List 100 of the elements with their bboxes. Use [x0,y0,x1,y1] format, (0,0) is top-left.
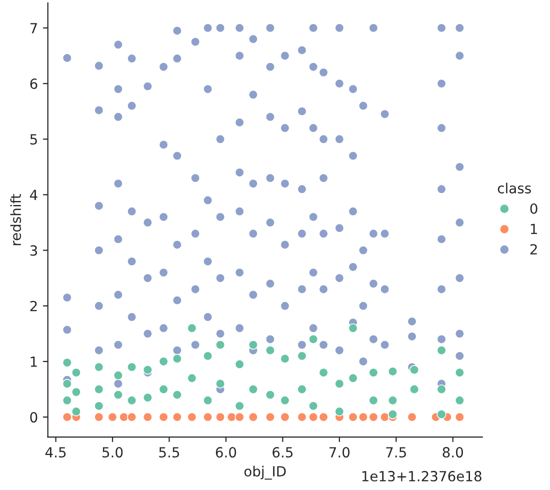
point [380,412,390,422]
point [62,412,72,422]
point [308,334,318,344]
point [388,409,398,420]
point [158,384,168,394]
y-tick-label: 2 [30,300,37,312]
point [280,354,290,364]
y-tick-label: 7 [30,23,37,34]
point [94,362,104,372]
x-tick-label: 4.5 [45,447,66,458]
point [280,412,290,422]
x-tick-label: 7.5 [386,447,406,458]
point [409,365,420,375]
point [187,373,197,383]
point [234,412,244,422]
point [308,412,318,422]
point [334,378,344,389]
point [368,396,378,406]
point [94,412,104,422]
x-tick-label: 5.0 [102,447,123,458]
point [62,396,72,406]
y-tick-label: 6 [30,78,38,90]
y-axis-title: redshift [10,194,22,246]
point [454,412,464,422]
point [234,401,244,411]
point [142,392,152,402]
point [172,354,182,364]
point [348,323,358,333]
legend-label: 1 [530,224,537,234]
point [187,412,197,422]
point [297,351,307,361]
point [187,323,197,333]
point [158,356,168,366]
point [280,396,290,406]
point [142,412,152,422]
point [226,412,236,422]
point [436,346,446,356]
point [62,378,72,389]
point [119,412,129,422]
point [172,390,182,400]
legend-label: 0 [530,203,538,214]
point [71,406,82,416]
point [203,396,213,406]
point [436,384,446,394]
text: 1e13+1.2376e18 [362,470,482,482]
point [203,412,213,422]
point [126,362,137,372]
point [94,384,104,394]
point [318,368,328,378]
point [248,340,258,350]
y-tick-label: 4 [30,190,38,200]
y-tick-label: 0 [30,412,38,423]
y-tick-label: 5 [30,134,37,145]
point [368,368,378,378]
point [348,373,358,383]
point [71,368,82,378]
point [297,384,307,394]
point [358,412,368,422]
point [248,384,258,394]
point [172,412,182,422]
x-tick-label: 6.5 [272,447,293,458]
point [318,412,328,422]
point [203,351,213,361]
point [454,368,464,378]
point [215,378,226,389]
legend-title: class [498,182,531,194]
point [348,412,358,422]
point [248,412,258,422]
point [215,340,226,350]
point [308,401,318,411]
x-tick-label: 5.5 [159,447,180,458]
point [388,366,398,376]
point [234,359,244,370]
point [142,365,152,375]
point [297,412,307,422]
x-tick-label: 7.0 [330,447,350,458]
point [265,346,276,356]
point [158,412,168,422]
y-tick-label: 1 [30,356,37,367]
y-tick-label: 3 [30,245,38,256]
point [436,409,446,420]
point [265,390,276,400]
point [113,370,123,380]
point [368,412,378,422]
point [126,396,137,406]
x-tick-label: 6.0 [216,447,236,458]
point [62,358,72,368]
point [407,412,417,422]
point [71,387,82,397]
point [94,401,104,411]
point [215,412,226,422]
point [388,396,398,406]
point [113,390,123,400]
point [108,412,118,422]
x-axis-title: obj_ID [244,466,286,480]
point [265,412,276,422]
point [126,412,137,422]
point [334,406,344,416]
x-tick-label: 8.0 [442,447,463,458]
point [409,384,420,394]
